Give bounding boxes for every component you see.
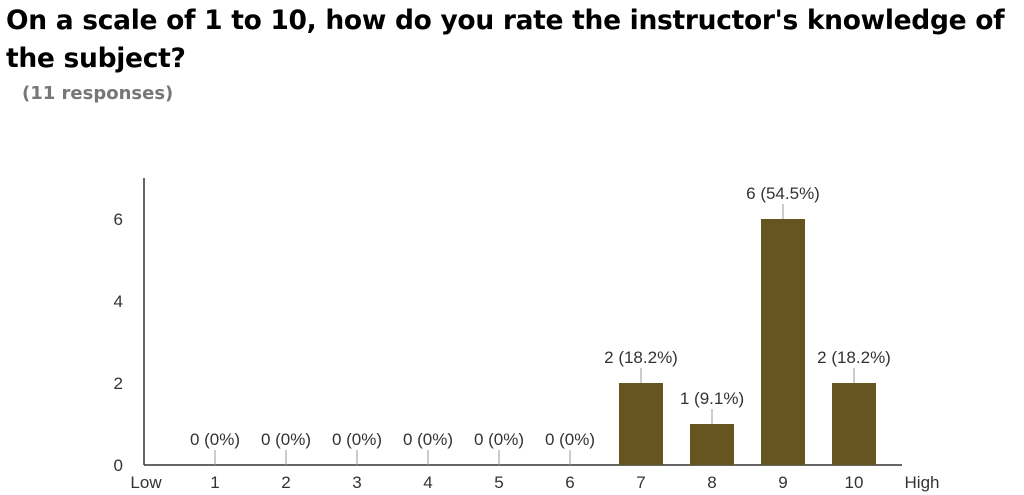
- data-label: 2 (18.2%): [604, 348, 678, 367]
- data-label: 0 (0%): [261, 430, 311, 449]
- data-label: 6 (54.5%): [746, 184, 820, 203]
- y-tick-label: 6: [114, 210, 123, 229]
- data-label: 0 (0%): [474, 430, 524, 449]
- data-label: 1 (9.1%): [680, 389, 744, 408]
- x-scale-high-label: High: [905, 473, 940, 492]
- data-label: 0 (0%): [190, 430, 240, 449]
- bar: [832, 383, 876, 465]
- y-tick-label: 2: [114, 374, 123, 393]
- data-label: 0 (0%): [545, 430, 595, 449]
- response-count: (11 responses): [22, 83, 174, 104]
- bar: [619, 383, 663, 465]
- x-tick-label: 1: [210, 473, 219, 492]
- x-tick-label: 7: [636, 473, 645, 492]
- bar: [690, 424, 734, 465]
- x-tick-label: 3: [352, 473, 361, 492]
- y-tick-label: 4: [114, 292, 123, 311]
- data-label: 2 (18.2%): [817, 348, 891, 367]
- x-tick-label: 4: [423, 473, 432, 492]
- x-tick-label: 6: [565, 473, 574, 492]
- data-label: 0 (0%): [403, 430, 453, 449]
- question-title: On a scale of 1 to 10, how do you rate t…: [6, 5, 1005, 74]
- data-label: 0 (0%): [332, 430, 382, 449]
- bar: [761, 219, 805, 465]
- y-tick-label: 0: [114, 456, 123, 475]
- x-tick-label: 8: [707, 473, 716, 492]
- x-scale-low-label: Low: [130, 473, 162, 492]
- x-tick-label: 10: [845, 473, 864, 492]
- x-tick-label: 5: [494, 473, 503, 492]
- x-tick-label: 2: [281, 473, 290, 492]
- x-tick-label: 9: [778, 473, 787, 492]
